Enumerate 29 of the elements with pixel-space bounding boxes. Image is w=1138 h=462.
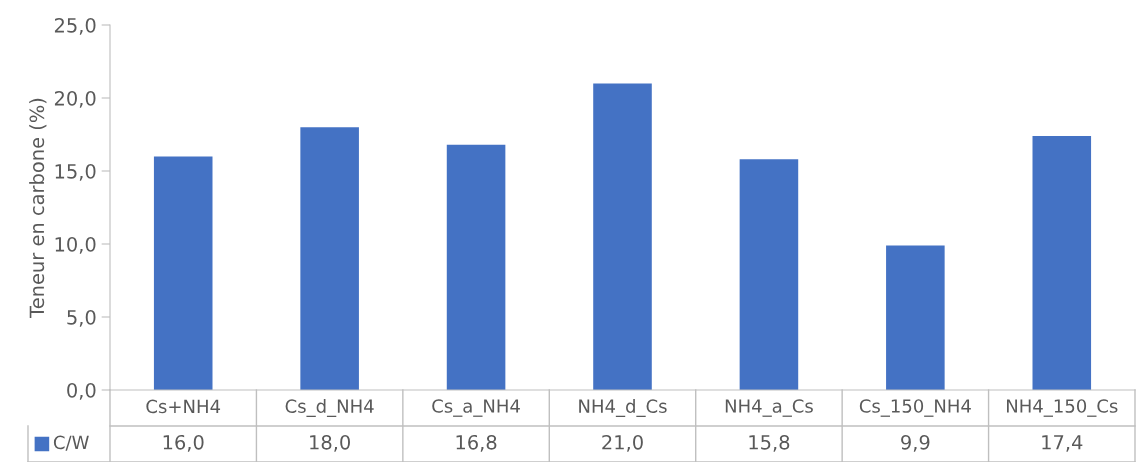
bar [593,83,652,390]
x-tick-label: Cs+NH4 [146,399,221,414]
y-tick-label: 15,0 [55,163,96,181]
y-axis-title: Teneur en carbone (%) [29,98,47,318]
bar [886,245,945,390]
bar [446,144,506,390]
x-tick-label: NH4_150_Cs [1007,399,1118,417]
x-tick-label: Cs_150_NH4 [859,399,971,417]
bar [1032,135,1092,390]
y-tick-label: 25,0 [54,17,96,35]
bar [739,159,799,390]
bar [300,127,359,390]
data-label: 17,4 [1042,435,1083,452]
legend-label: C/W [53,435,89,451]
x-tick-label: Cs_a_NH4 [432,399,520,417]
data-label: 16,8 [456,434,497,452]
bar [153,156,213,390]
y-tick-label: 20,0 [54,90,96,108]
x-tick-label: NH4_a_Cs [725,399,813,417]
data-label: 16,0 [163,434,204,452]
y-tick-label: 5,0 [67,309,96,327]
y-tick-label: 10,0 [55,236,96,254]
data-label: 15,8 [749,434,790,452]
data-label: 18,0 [310,434,350,452]
x-tick-label: Cs_d_NH4 [285,399,374,417]
data-label: 21,0 [602,434,643,452]
data-label: 9,9 [901,434,930,452]
y-tick-label: 0,0 [67,382,96,400]
x-tick-label: NH4_d_Cs [579,399,667,417]
